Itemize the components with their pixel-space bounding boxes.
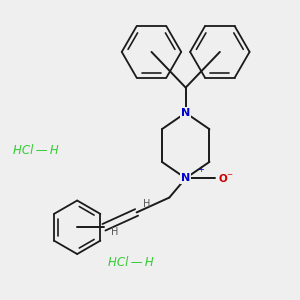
Text: HCl — H: HCl — H — [108, 256, 154, 269]
Text: H: H — [143, 200, 151, 209]
Text: +: + — [197, 165, 204, 174]
Text: H: H — [111, 227, 118, 237]
Text: N: N — [181, 173, 190, 183]
Text: O$^{-}$: O$^{-}$ — [218, 172, 234, 184]
Text: N: N — [181, 108, 190, 118]
Text: HCl — H: HCl — H — [13, 143, 59, 157]
